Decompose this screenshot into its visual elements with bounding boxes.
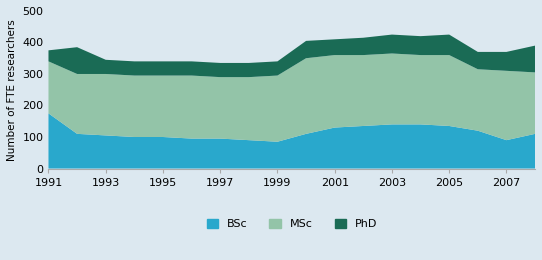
Legend: BSc, MSc, PhD: BSc, MSc, PhD [202,215,382,234]
Y-axis label: Number of FTE researchers: Number of FTE researchers [7,19,17,161]
